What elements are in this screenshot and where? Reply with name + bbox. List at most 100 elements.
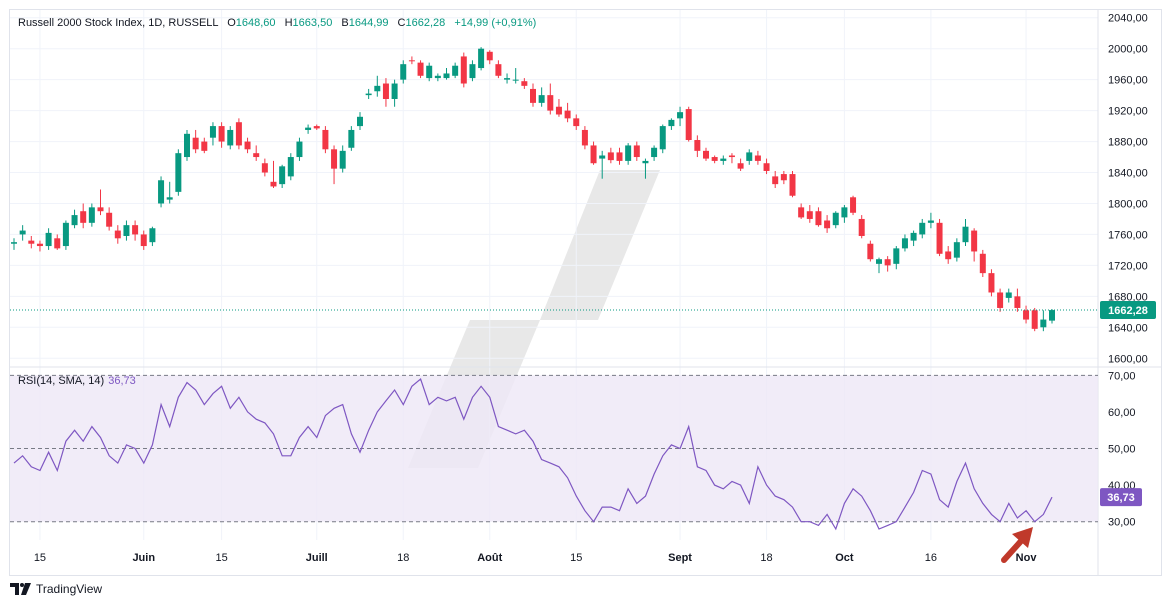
candle: [149, 226, 156, 247]
candle-body: [244, 141, 251, 150]
candle: [979, 249, 986, 277]
candle: [339, 145, 346, 173]
candle-body: [391, 83, 398, 99]
candle: [581, 126, 588, 150]
rsi-tick-label: 50,00: [1108, 444, 1136, 456]
candle-body: [754, 155, 761, 161]
footer-brand[interactable]: TradingView: [10, 580, 102, 598]
candle-body: [357, 116, 363, 127]
candle: [71, 209, 78, 229]
arrow-shaft: [1001, 537, 1025, 563]
candle: [478, 47, 485, 71]
candle-body: [209, 126, 216, 138]
candle: [140, 230, 147, 250]
time-tick-label: Nov: [1016, 552, 1038, 564]
candle-body: [971, 230, 978, 252]
candle-body: [677, 112, 684, 119]
candle: [858, 215, 865, 239]
candle: [19, 225, 26, 241]
candle-body: [910, 232, 917, 241]
candle: [901, 234, 908, 252]
price-tick-label: 1840,00: [1108, 168, 1148, 180]
candle: [287, 153, 294, 181]
candle: [720, 155, 727, 165]
candle: [936, 218, 943, 257]
candle: [434, 73, 441, 82]
time-tick-label: Oct: [835, 552, 854, 564]
candle-body: [590, 145, 597, 164]
rsi-label: RSI(14, SMA, 14): [18, 375, 105, 387]
candle: [45, 228, 52, 250]
high-value: 1663,50: [292, 17, 333, 29]
candle-body: [555, 106, 562, 115]
candle-body: [780, 174, 787, 181]
candle: [815, 207, 822, 227]
candle-body: [184, 133, 190, 158]
candle-body: [573, 118, 580, 127]
candle: [754, 150, 761, 165]
candle: [746, 149, 753, 165]
candle-body: [365, 93, 372, 96]
candle: [953, 238, 960, 262]
candle-body: [175, 153, 182, 192]
price-tick-label: 1960,00: [1108, 75, 1148, 87]
candle: [132, 220, 139, 241]
red-arrow-icon: [1001, 527, 1033, 563]
candle: [469, 60, 476, 82]
price-tick-label: 1800,00: [1108, 198, 1148, 210]
low-value: 1644,99: [348, 17, 389, 29]
candle-body: [651, 147, 658, 158]
candle-body: [417, 62, 424, 76]
candle: [607, 147, 614, 164]
candle-body: [1023, 310, 1030, 320]
candle-body: [279, 166, 286, 185]
rsi-value: 36,73: [108, 375, 136, 387]
candle-body: [1049, 310, 1055, 321]
candle-body: [478, 48, 485, 69]
price-tick-label: 1680,00: [1108, 291, 1148, 303]
candle: [504, 73, 511, 84]
candle: [192, 129, 199, 154]
candle: [971, 228, 978, 262]
candle: [400, 60, 407, 84]
candle: [1023, 305, 1030, 324]
candle-body: [599, 155, 606, 159]
candle-body: [711, 157, 718, 161]
candle: [305, 124, 312, 134]
candle-body: [1040, 319, 1047, 328]
candle-body: [867, 243, 874, 260]
candle-body: [685, 109, 692, 141]
candle: [486, 50, 493, 65]
symbol-name: Russell 2000 Stock Index, 1D, RUSSELL: [18, 17, 219, 29]
time-axis: 15 Juin 15 Juill 18 Août 15 Sept 18 Oct 16 Nov: [34, 552, 1037, 564]
candle-body: [469, 64, 476, 79]
candle: [824, 215, 831, 233]
candle: [893, 246, 900, 270]
candle-body: [54, 238, 61, 249]
candle-body: [227, 129, 234, 146]
last-price-label: 1662,28: [1108, 305, 1148, 317]
candle: [348, 126, 355, 151]
candle: [1040, 310, 1047, 332]
candlestick-series: [11, 47, 1055, 332]
candle-body: [737, 163, 744, 169]
candle: [927, 212, 934, 229]
candle-body: [893, 248, 900, 264]
candle-body: [374, 85, 381, 92]
candle: [919, 218, 926, 239]
candle-body: [815, 211, 822, 226]
candle: [997, 288, 1004, 312]
candle-body: [28, 240, 35, 244]
rsi-legend: RSI(14, SMA, 14) 36,73: [18, 375, 136, 387]
candle: [538, 87, 545, 107]
candle: [703, 147, 709, 161]
candle-body: [132, 225, 139, 235]
candle: [737, 158, 744, 171]
candle: [408, 56, 415, 65]
candle: [910, 230, 917, 247]
time-tick-label: 16: [925, 552, 937, 564]
candle: [1049, 309, 1055, 324]
candle: [668, 118, 675, 130]
candle-body: [703, 150, 709, 159]
